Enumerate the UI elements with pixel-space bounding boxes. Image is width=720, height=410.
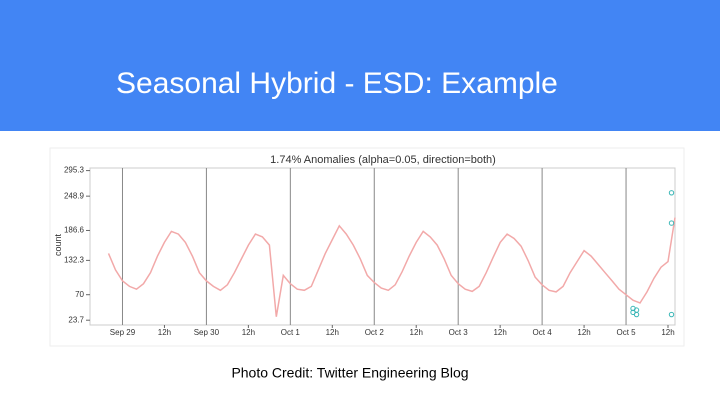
y-tick-label: 295.3 [64, 166, 85, 175]
x-tick-label: Sep 30 [194, 328, 220, 337]
series-line [107, 217, 676, 317]
caption: Photo Credit: Twitter Engineering Blog [231, 365, 468, 381]
y-axis-label: count [53, 233, 63, 256]
x-tick-label: Oct 5 [616, 328, 636, 337]
x-tick-label: 12h [242, 328, 255, 337]
y-tick-label: 186.6 [64, 226, 85, 235]
plot-area [89, 167, 676, 326]
anomaly-point [668, 190, 675, 196]
x-tick-label: Oct 4 [533, 328, 553, 337]
x-tick-label: 12h [326, 328, 339, 337]
x-tick-label: Oct 2 [365, 328, 385, 337]
anomaly-point [668, 311, 675, 318]
anomaly-point [668, 220, 675, 226]
y-tick-label: 23.7 [68, 315, 84, 324]
x-tick-label: Oct 1 [281, 328, 301, 337]
y-tick-label: 132.3 [64, 255, 85, 264]
x-tick-label: 12h [493, 328, 506, 337]
slide-title: Seasonal Hybrid - ESD: Example [116, 67, 558, 100]
x-tick-label: 12h [577, 328, 590, 337]
y-tick-label: 70 [75, 290, 84, 299]
chart-frame [49, 147, 685, 347]
chart-title: 1.74% Anomalies (alpha=0.05, direction=b… [270, 154, 496, 166]
x-tick-label: Oct 3 [449, 328, 469, 337]
x-tick-label: 12h [410, 328, 423, 337]
anomaly-point [633, 311, 640, 318]
header-band [0, 0, 720, 131]
x-tick-label: 12h [158, 328, 171, 337]
y-tick-label: 248.9 [64, 191, 85, 200]
x-tick-label: 12h [661, 328, 674, 337]
x-tick-label: Sep 29 [110, 328, 136, 337]
